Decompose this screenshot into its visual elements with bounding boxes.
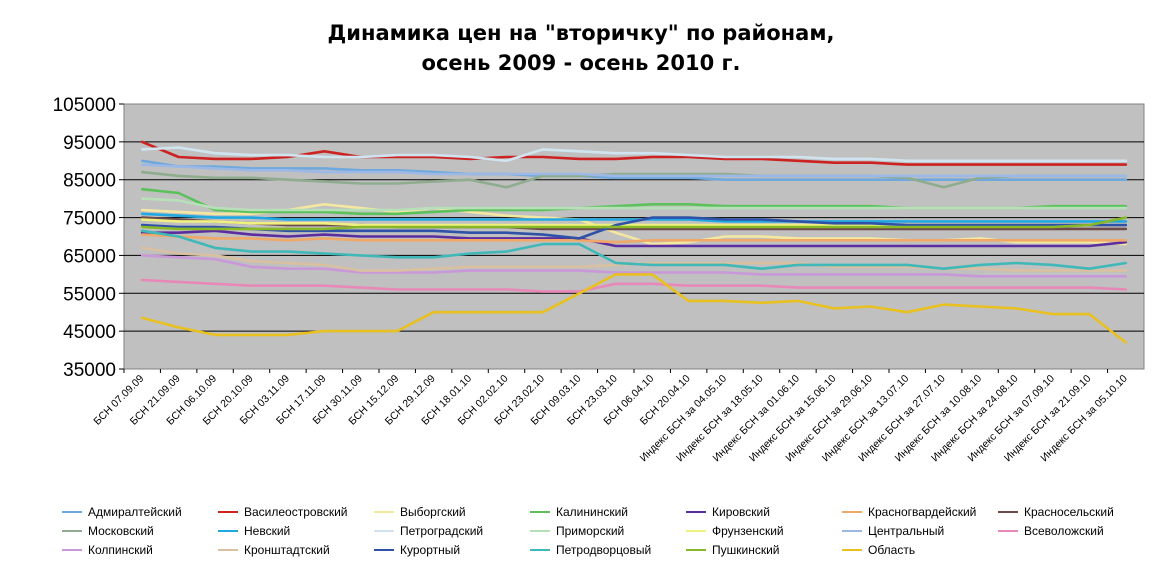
y-tick-label: 75000	[63, 209, 116, 230]
legend-item: Адмиралтейский	[62, 503, 218, 521]
legend-item: Петродворцовый	[530, 541, 686, 559]
legend-label: Приморский	[556, 524, 625, 538]
legend-item: Невский	[218, 522, 374, 540]
legend-swatch	[374, 511, 394, 513]
series-line-2	[140, 140, 1128, 166]
legend-swatch	[686, 549, 706, 551]
legend-swatch	[998, 511, 1018, 513]
legend-item: Московский	[62, 522, 218, 540]
legend-swatch	[374, 549, 394, 551]
legend-label: Петроградский	[400, 524, 484, 538]
chart-legend: Адмиралтейский Василеостровский Выборгский…	[62, 503, 1152, 559]
legend-item: Выборгский	[374, 503, 530, 521]
legend-item: Красногвардейский	[842, 503, 998, 521]
y-tick-label: 95000	[63, 133, 116, 154]
y-tick-label: 45000	[63, 322, 116, 343]
legend-item: Приморский	[530, 522, 686, 540]
legend-item: Область	[842, 541, 998, 559]
legend-item: Калининский	[530, 503, 686, 521]
legend-label: Центральный	[868, 524, 945, 538]
legend-label: Красногвардейский	[868, 505, 977, 519]
series-line-8	[140, 170, 1128, 189]
series-line-17	[140, 216, 1128, 240]
y-tick-label: 105000	[53, 95, 116, 116]
legend-item: Василеостровский	[218, 503, 374, 521]
legend-label: Петродворцовый	[556, 543, 652, 557]
legend-label: Всеволожский	[1024, 524, 1104, 538]
series-line-7	[140, 216, 1128, 231]
legend-item: Колпинский	[62, 541, 218, 559]
y-tick-label: 35000	[63, 360, 116, 381]
legend-label: Московский	[88, 524, 154, 538]
legend-item: Всеволожский	[998, 522, 1154, 540]
legend-label: Кронштадтский	[244, 543, 330, 557]
legend-label: Пушкинский	[712, 543, 780, 557]
series-line-20	[140, 273, 1128, 344]
series-line-13	[140, 163, 1128, 178]
legend-item: Курортный	[374, 541, 530, 559]
legend-label: Василеостровский	[244, 505, 348, 519]
legend-swatch	[842, 530, 862, 532]
legend-label: Выборгский	[400, 505, 466, 519]
legend-swatch	[62, 549, 82, 551]
series-line-18	[140, 229, 1128, 271]
series-line-10	[140, 146, 1128, 163]
legend-swatch	[218, 530, 238, 532]
legend-label: Фрунзенский	[712, 524, 784, 538]
legend-swatch	[842, 549, 862, 551]
chart-title-line-2: осень 2009 - осень 2010 г.	[421, 51, 741, 75]
legend-label: Красносельский	[1024, 505, 1114, 519]
legend-label: Колпинский	[88, 543, 153, 557]
legend-swatch	[686, 530, 706, 532]
series-line-5	[140, 229, 1128, 248]
legend-label: Кировский	[712, 505, 770, 519]
legend-swatch	[530, 530, 550, 532]
y-tick-label: 55000	[63, 284, 116, 305]
y-tick-label: 65000	[63, 246, 116, 267]
legend-swatch	[218, 549, 238, 551]
legend-item: Кировский	[686, 503, 842, 521]
legend-swatch	[62, 530, 82, 532]
series-line-1	[140, 159, 1128, 181]
legend-label: Курортный	[400, 543, 461, 557]
chart-title: Динамика цен на "вторичку" по районам, о…	[0, 18, 1162, 78]
legend-item: Красносельский	[998, 503, 1154, 521]
legend-label: Адмиралтейский	[88, 505, 182, 519]
series-line-19	[140, 216, 1128, 231]
legend-label: Невский	[244, 524, 291, 538]
legend-item: Петроградский	[374, 522, 530, 540]
legend-swatch	[686, 511, 706, 513]
legend-label: Область	[868, 543, 916, 557]
series-line-11	[140, 197, 1128, 212]
legend-item: Кронштадтский	[218, 541, 374, 559]
legend-item: Пушкинский	[686, 541, 842, 559]
legend-swatch	[530, 511, 550, 513]
legend-item: Фрунзенский	[686, 522, 842, 540]
legend-swatch	[530, 549, 550, 551]
series-line-14	[140, 278, 1128, 293]
legend-swatch	[842, 511, 862, 513]
legend-swatch	[218, 511, 238, 513]
chart-title-line-1: Динамика цен на "вторичку" по районам,	[327, 21, 835, 45]
legend-label: Калининский	[556, 505, 628, 519]
series-line-9	[140, 212, 1128, 223]
y-tick-label: 85000	[63, 171, 116, 192]
legend-swatch	[374, 530, 394, 532]
legend-swatch	[62, 511, 82, 513]
legend-item: Центральный	[842, 522, 998, 540]
series-line-15	[140, 254, 1128, 278]
series-line-6	[140, 233, 1128, 244]
legend-swatch	[998, 530, 1018, 532]
